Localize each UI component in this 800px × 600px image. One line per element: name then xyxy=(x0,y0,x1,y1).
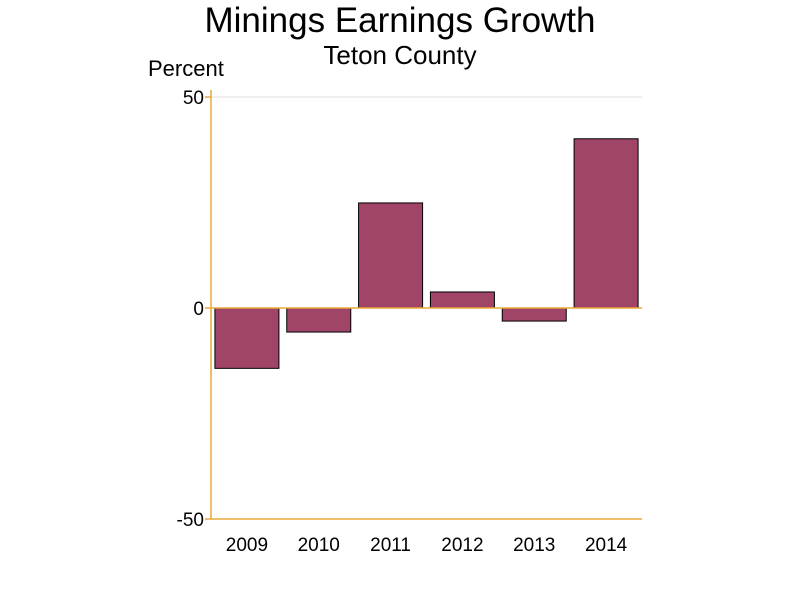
y-tick-label: 0 xyxy=(193,299,204,320)
y-tick-label: 50 xyxy=(183,88,204,109)
chart-title: Minings Earnings Growth xyxy=(204,1,596,40)
bar-2014 xyxy=(573,138,639,309)
bar-2013 xyxy=(501,307,567,322)
y-axis-label: Percent xyxy=(148,56,224,81)
bar-2012 xyxy=(429,291,495,309)
x-tick-label: 2014 xyxy=(585,535,628,556)
y-tick-label: -50 xyxy=(177,510,204,531)
bar-2011 xyxy=(358,202,424,309)
x-tick-label: 2012 xyxy=(441,535,483,556)
x-tick-label: 2010 xyxy=(298,535,340,556)
bars-group xyxy=(214,138,639,369)
bar-2010 xyxy=(286,307,352,333)
x-tick-label: 2011 xyxy=(370,535,411,556)
y-ticks-group: 50 0 -50 xyxy=(177,88,211,531)
x-tick-label: 2013 xyxy=(513,535,555,556)
bar-2009 xyxy=(214,307,280,369)
chart-subtitle: Teton County xyxy=(323,40,477,70)
x-tick-label: 2009 xyxy=(226,535,268,556)
x-ticks-group: 2009 2010 2011 2012 2013 2014 xyxy=(226,535,628,556)
